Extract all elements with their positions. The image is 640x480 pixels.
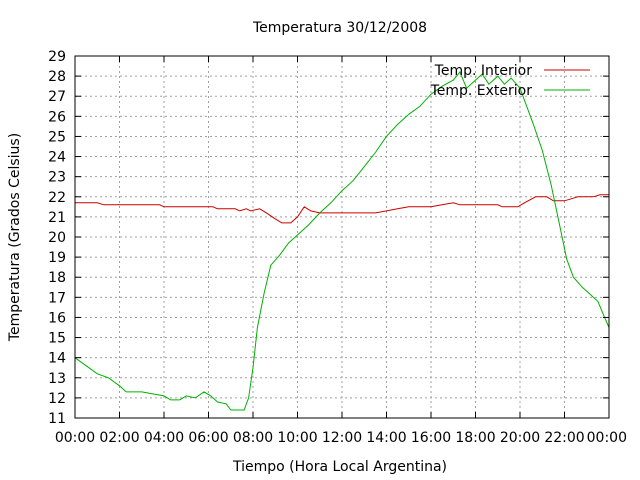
y-tick-label: 15 [48, 331, 66, 347]
y-tick-label: 11 [48, 411, 66, 427]
x-tick-label: 22:00 [544, 430, 584, 446]
x-tick-label: 00:00 [55, 430, 95, 446]
chart-title: Temperatura 30/12/2008 [252, 20, 427, 36]
x-tick-label: 10:00 [277, 430, 317, 446]
y-tick-label: 16 [48, 310, 66, 326]
series-line-temp-exterior [74, 71, 610, 411]
legend: Temp. Interior Temp. Exterior [430, 63, 590, 99]
y-tick-label: 26 [48, 109, 66, 125]
y-tick-label: 25 [48, 129, 66, 145]
x-tick-label: 06:00 [188, 430, 228, 446]
legend-label: Temp. Exterior [430, 83, 533, 99]
grid [75, 56, 609, 418]
x-tick-label: 18:00 [455, 430, 495, 446]
y-tick-label: 27 [48, 89, 66, 105]
y-tick-label: 19 [48, 250, 66, 266]
series-lines [74, 71, 610, 411]
y-tick-label: 28 [48, 69, 66, 85]
y-axis-label: Temperatura (Grados Celsius) [7, 133, 23, 342]
axis-ticks: 11 12 13 14 15 16 17 18 19 20 21 22 23 24 25 26 27 28 29 00… [48, 49, 627, 446]
x-tick-label: 20:00 [500, 430, 540, 446]
y-tick-label: 13 [48, 371, 66, 387]
y-tick-label: 18 [48, 270, 66, 286]
series-line-temp-interior [75, 194, 609, 224]
y-tick-label: 21 [48, 210, 66, 226]
y-tick-label: 20 [48, 230, 66, 246]
x-axis-label: Tiempo (Hora Local Argentina) [232, 459, 447, 475]
x-tick-label: 12:00 [322, 430, 362, 446]
y-tick-label: 22 [48, 190, 66, 206]
x-tick-label: 14:00 [366, 430, 406, 446]
legend-label: Temp. Interior [434, 63, 533, 79]
x-tick-label: 02:00 [99, 430, 139, 446]
y-tick-label: 23 [48, 170, 66, 186]
y-tick-label: 24 [48, 150, 66, 166]
x-tick-label: 04:00 [144, 430, 184, 446]
x-tick-label: 00:00 [587, 430, 627, 446]
x-tick-label: 08:00 [233, 430, 273, 446]
y-tick-label: 14 [48, 351, 66, 367]
x-tick-label: 16:00 [411, 430, 451, 446]
y-tick-label: 12 [48, 391, 66, 407]
y-tick-label: 29 [48, 49, 66, 65]
y-tick-label: 17 [48, 290, 66, 306]
